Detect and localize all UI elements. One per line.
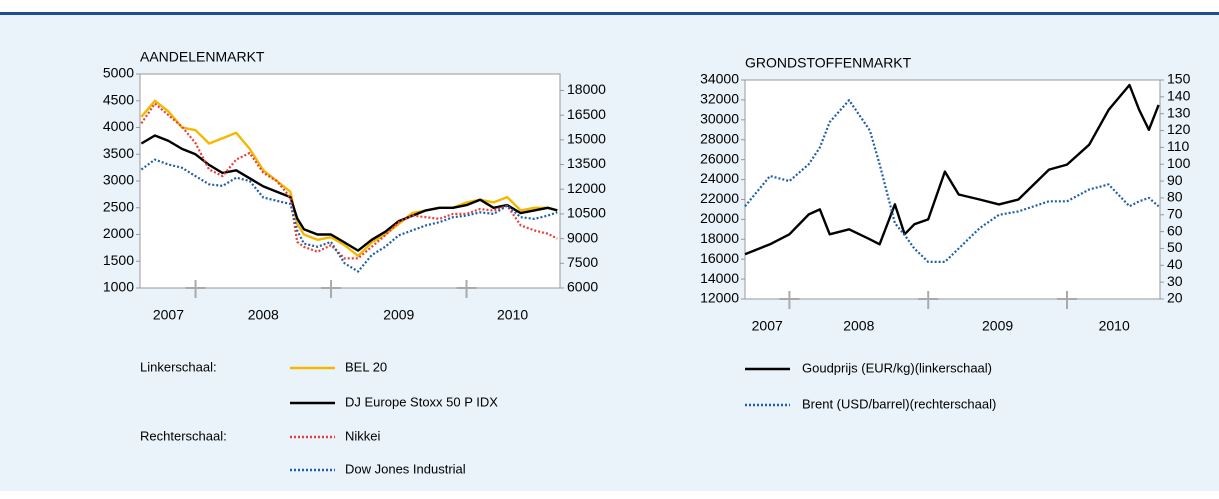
y2-tick-label: 16500 [567,106,606,122]
legend-label: Nikkei [345,428,381,443]
y2-tick-label: 10500 [567,205,606,221]
y-tick-label: 32000 [700,91,739,107]
y-tick-label: 30000 [700,111,739,127]
series-line [744,83,1160,256]
x-tick-label: 2009 [383,307,414,323]
x-tick-label: 2008 [248,307,279,323]
legend-label: DJ Europe Stoxx 50 P IDX [345,394,498,409]
y2-tick-label: 120 [1167,121,1191,137]
y-tick-label: 26000 [700,150,739,166]
y2-tick-label: 150 [1167,71,1191,87]
y-tick-label: 2000 [103,225,134,241]
chart-title: GRONDSTOFFENMARKT [745,55,912,71]
y-tick-label: 18000 [700,230,739,246]
series-line [140,158,558,273]
x-tick-label: 2010 [497,307,528,323]
y-tick-label: 28000 [700,130,739,146]
y2-tick-label: 15000 [567,131,606,147]
y2-tick-label: 70 [1167,205,1183,221]
plot-area [744,79,1161,300]
y2-tick-label: 18000 [567,81,606,97]
x-tick-label: 2007 [153,307,184,323]
y2-tick-label: 9000 [567,229,598,245]
y2-tick-label: 80 [1167,189,1183,205]
series-line [140,134,558,252]
x-tick-label: 2008 [843,318,874,334]
y-tick-label: 4500 [103,91,134,107]
y2-tick-label: 6000 [567,279,598,295]
y-tick-label: 2500 [103,198,134,214]
series-line [140,102,558,260]
y-tick-label: 16000 [700,250,739,266]
x-tick-label: 2009 [982,318,1013,334]
y-tick-label: 4000 [103,118,134,134]
y-tick-label: 24000 [700,170,739,186]
y-tick-label: 3000 [103,172,134,188]
top-rule [0,12,1219,15]
chart-title: AANDELENMARKT [140,49,265,65]
y2-tick-label: 7500 [567,254,598,270]
y2-tick-label: 40 [1167,256,1183,272]
y2-tick-label: 90 [1167,172,1183,188]
y2-tick-label: 100 [1167,155,1191,171]
y-tick-label: 1000 [103,279,134,295]
x-tick-label: 2007 [752,318,783,334]
y-tick-label: 20000 [700,210,739,226]
y2-tick-label: 30 [1167,273,1183,289]
x-tick-label: 2010 [1099,318,1130,334]
series-line [744,99,1160,263]
y-tick-label: 3500 [103,145,134,161]
plot-area [139,73,561,289]
y-tick-label: 22000 [700,190,739,206]
y2-tick-label: 130 [1167,104,1191,120]
y2-tick-label: 110 [1167,138,1190,154]
y2-tick-label: 20 [1167,290,1183,306]
y2-tick-label: 140 [1167,88,1191,104]
y-tick-label: 5000 [103,65,134,81]
y-tick-label: 14000 [700,270,739,286]
y2-tick-label: 13500 [567,155,606,171]
y2-tick-label: 50 [1167,239,1183,255]
legend-group-label: Rechterschaal: [140,428,227,443]
y-tick-label: 1500 [103,252,134,268]
y2-tick-label: 60 [1167,222,1183,238]
legend-label: Brent (USD/barrel)(rechterschaal) [802,396,996,411]
legend-label: BEL 20 [345,359,387,374]
y-tick-label: 34000 [700,71,739,87]
series-line [140,99,558,258]
legend-label: Dow Jones Industrial [345,461,466,476]
legend-group-label: Linkerschaal: [140,359,217,374]
y-tick-label: 12000 [700,290,739,306]
legend-label: Goudprijs (EUR/kg)(linkerschaal) [802,360,992,375]
y2-tick-label: 12000 [567,180,606,196]
